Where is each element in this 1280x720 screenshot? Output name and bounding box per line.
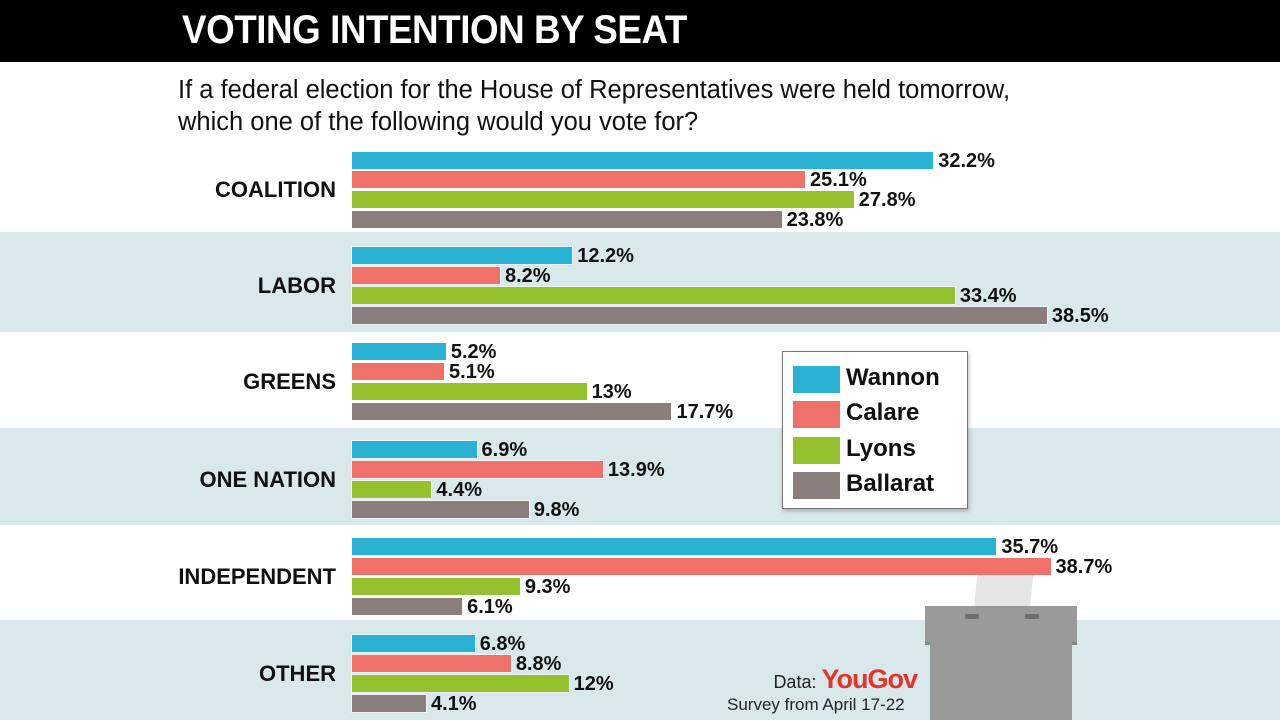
- value-label-ballarat: 23.8%: [786, 209, 844, 231]
- category-label: LABOR: [257, 272, 336, 298]
- bar-lyons: [352, 383, 587, 400]
- header-bar: VOTING INTENTION BY SEAT: [0, 0, 1280, 62]
- legend-swatch-calare: [793, 401, 840, 428]
- legend-swatch-lyons: [793, 437, 840, 464]
- bar-ballarat: [352, 501, 529, 518]
- value-label-calare: 13.9%: [607, 459, 665, 481]
- value-label-calare: 5.1%: [449, 361, 495, 383]
- category-label: OTHER: [259, 660, 336, 686]
- value-label-wannon: 12.2%: [577, 245, 634, 267]
- data-source: Data: YouGov: [727, 664, 918, 695]
- category-label: INDEPENDENT: [178, 563, 336, 589]
- bar-wannon: [352, 343, 446, 360]
- value-label-ballarat: 17.7%: [676, 401, 734, 423]
- value-label-lyons: 13%: [591, 381, 632, 403]
- value-label-calare: 8.2%: [505, 265, 551, 287]
- bar-ballarat: [352, 211, 782, 228]
- value-label-wannon: 32.2%: [938, 150, 995, 172]
- bar-calare: [352, 558, 1051, 575]
- value-label-ballarat: 38.5%: [1051, 305, 1109, 327]
- bar-lyons: [352, 675, 569, 692]
- value-label-wannon: 35.7%: [1001, 536, 1059, 558]
- bar-wannon: [352, 247, 573, 264]
- legend-swatch-wannon: [793, 366, 840, 393]
- category-band-other: [0, 620, 1280, 720]
- value-label-ballarat: 9.8%: [533, 499, 580, 521]
- yougov-logo: YouGov: [821, 664, 918, 694]
- bar-ballarat: [352, 403, 672, 420]
- bar-calare: [352, 461, 603, 478]
- ballot-slot-icon: [1025, 614, 1039, 619]
- value-label-ballarat: 6.1%: [467, 596, 513, 618]
- legend-label: Wannon: [846, 364, 940, 391]
- value-label-wannon: 5.2%: [450, 341, 497, 363]
- survey-dates: Survey from April 17-22: [727, 695, 905, 714]
- bar-ballarat: [352, 307, 1047, 324]
- value-label-ballarat: 4.1%: [431, 693, 477, 715]
- category-band-one-nation: [0, 428, 1280, 525]
- value-label-wannon: 6.8%: [479, 633, 526, 655]
- legend-swatch-ballarat: [793, 472, 840, 499]
- legend-label: Lyons: [846, 435, 916, 462]
- bar-wannon: [352, 152, 934, 169]
- survey-question: If a federal election for the House of R…: [178, 76, 1011, 136]
- bar-lyons: [352, 287, 955, 304]
- value-label-lyons: 27.8%: [858, 189, 916, 211]
- value-label-calare: 8.8%: [515, 653, 562, 675]
- bar-lyons: [352, 191, 854, 208]
- value-label-lyons: 4.4%: [436, 479, 482, 501]
- bar-lyons: [352, 481, 432, 498]
- legend-label: Calare: [846, 399, 920, 426]
- value-label-lyons: 12%: [573, 673, 614, 695]
- ballot-box-lid-icon: [925, 606, 1077, 645]
- category-label: ONE NATION: [199, 466, 336, 492]
- bar-ballarat: [352, 695, 426, 712]
- value-label-calare: 25.1%: [810, 169, 867, 191]
- value-label-wannon: 6.9%: [481, 439, 528, 461]
- source-prefix: Data:: [773, 672, 817, 692]
- ballot-box-icon: [930, 642, 1072, 720]
- legend: Wannon Calare Lyons Ballarat: [782, 351, 968, 509]
- bar-wannon: [352, 635, 475, 652]
- bar-calare: [352, 267, 500, 284]
- bar-calare: [352, 363, 445, 380]
- bar-calare: [352, 171, 806, 188]
- category-label: COALITION: [215, 177, 336, 202]
- bar-wannon: [352, 441, 477, 458]
- value-label-lyons: 9.3%: [524, 576, 571, 598]
- legend-label: Ballarat: [846, 470, 935, 497]
- chart-title: VOTING INTENTION BY SEAT: [182, 8, 687, 52]
- ballot-slot-icon: [965, 614, 979, 619]
- value-label-calare: 38.7%: [1055, 556, 1113, 578]
- bar-lyons: [352, 578, 520, 595]
- value-label-lyons: 33.4%: [959, 285, 1017, 307]
- category-label: GREENS: [243, 368, 336, 394]
- bar-calare: [352, 655, 511, 672]
- bar-ballarat: [352, 598, 463, 615]
- bar-wannon: [352, 538, 997, 555]
